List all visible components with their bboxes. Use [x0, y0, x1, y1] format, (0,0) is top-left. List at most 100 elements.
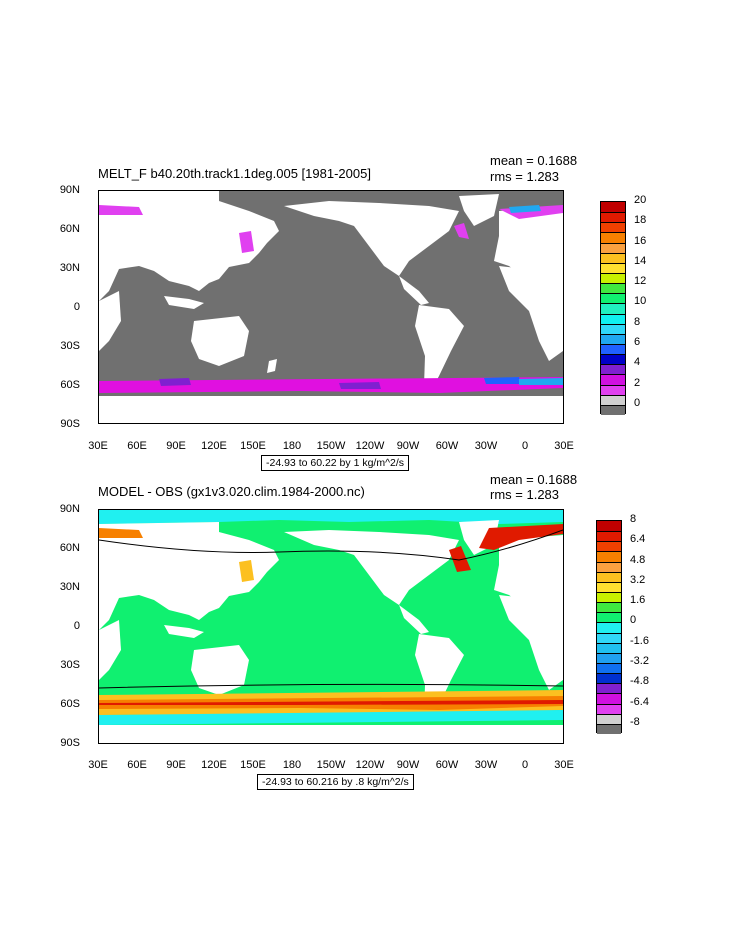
colorbar-segment: [597, 683, 621, 694]
colorbar-segment: [597, 703, 621, 714]
colorbar-label: 16: [634, 234, 647, 247]
xtick-label: 60W: [435, 759, 459, 771]
colorbar-segment: [601, 354, 625, 365]
ytick-label: 60S: [60, 379, 80, 391]
colorbar-segment: [597, 693, 621, 704]
xtick-label: 90E: [166, 440, 186, 452]
colorbar-segment: [601, 404, 625, 415]
colorbar-segment: [597, 551, 621, 562]
ytick-label: 90S: [60, 737, 80, 749]
ytick-label: 30S: [60, 659, 80, 671]
mean-label: mean = 0.1688: [490, 153, 578, 168]
xtick-label: 150E: [240, 440, 266, 452]
colorbar-label: 6.4: [630, 533, 646, 546]
colorbar-label: 0: [630, 614, 637, 627]
colorbar-label: 8: [630, 513, 637, 525]
colorbar-segment: [601, 272, 625, 284]
colorbar-segment: [601, 222, 625, 233]
xtick-label: 90E: [166, 759, 186, 771]
colorbar-label: 10: [634, 295, 647, 308]
colorbar-segment: [597, 723, 621, 734]
world-map: [99, 191, 563, 423]
colorbar-segment: [601, 323, 625, 334]
colorbar-label: 2: [634, 376, 641, 389]
colorbar-segment: [597, 541, 621, 552]
colorbar-label: -3.2: [630, 655, 649, 667]
ytick-label: 0: [73, 620, 80, 632]
colorbar-label: 4.8: [630, 553, 646, 566]
colorbar-segment: [597, 591, 621, 603]
xtick-label: 60W: [435, 440, 459, 452]
colorbar-label: 0: [634, 396, 641, 409]
colorbar-segment: [601, 242, 625, 253]
xtick-label: 120W: [355, 440, 385, 452]
colorbar-label: 6: [634, 336, 641, 348]
colorbar-segment: [601, 384, 625, 395]
colorbar-label: 8: [634, 315, 641, 328]
world-map: [99, 510, 563, 743]
colorbar-label: -1.6: [630, 634, 649, 647]
colorbar-label: 4: [634, 356, 641, 369]
colorbar-segment: [601, 283, 625, 294]
colorbar-label: 1.6: [630, 594, 646, 607]
colorbar-segment: [597, 571, 621, 582]
colorbar-segment: [597, 612, 621, 623]
xtick-label: 90W: [396, 440, 420, 452]
ytick-label: 60N: [59, 223, 80, 235]
colorbar: [596, 520, 622, 734]
rms-label: rms = 1.283: [490, 169, 560, 184]
colorbar-segment: [601, 252, 625, 263]
colorbar-label: 20: [634, 194, 647, 206]
xtick-label: 60E: [127, 759, 147, 771]
map-plot: [98, 190, 564, 424]
colorbar-label: 3.2: [630, 573, 646, 586]
colorbar-segment: [601, 343, 625, 355]
colorbar-segment: [601, 262, 625, 273]
xtick-label: 30E: [554, 759, 574, 771]
colorbar-segment: [597, 581, 621, 592]
colorbar-label: 14: [634, 254, 647, 267]
ytick-label: 90N: [59, 184, 80, 196]
ytick-label: 60S: [60, 698, 80, 710]
colorbar-segment: [597, 622, 621, 633]
colorbar-segment: [601, 313, 625, 324]
colorbar-segment: [601, 232, 625, 243]
xtick-label: 30W: [474, 759, 498, 771]
map-plot: [98, 509, 564, 744]
colorbar-label: -8: [630, 715, 640, 728]
colorbar-segment: [601, 374, 625, 385]
ytick-label: 30N: [59, 262, 80, 274]
colorbar-label: -4.8: [630, 675, 649, 688]
panel-title: MELT_F b40.20th.track1.1deg.005 [1981-20…: [98, 166, 371, 181]
colorbar-label: 12: [634, 275, 647, 288]
ytick-label: 60N: [59, 542, 80, 554]
colorbar-segment: [601, 202, 625, 213]
xtick-label: 180: [282, 440, 302, 452]
xtick-label: 0: [521, 440, 529, 452]
panel-melt-f: MELT_F b40.20th.track1.1deg.005 [1981-20…: [0, 0, 733, 471]
colorbar-segment: [597, 632, 621, 643]
colorbar-segment: [597, 642, 621, 653]
colorbar-label: -6.4: [630, 695, 649, 708]
colorbar-segment: [601, 212, 625, 223]
colorbar-segment: [597, 662, 621, 674]
colorbar-segment: [601, 394, 625, 405]
colorbar-segment: [597, 561, 621, 572]
panel-title: MODEL - OBS (gx1v3.020.clim.1984-2000.nc…: [98, 484, 365, 499]
xtick-label: 150W: [316, 759, 346, 771]
contour-range-label: -24.93 to 60.216 by .8 kg/m^2/s: [257, 774, 414, 790]
ytick-label: 90N: [59, 503, 80, 515]
xtick-label: 150E: [240, 759, 266, 771]
colorbar-segment: [597, 521, 621, 532]
ytick-label: 0: [73, 301, 80, 313]
xtick-label: 90W: [396, 759, 420, 771]
colorbar-segment: [597, 713, 621, 724]
xtick-label: 120E: [201, 440, 227, 452]
ytick-label: 90S: [60, 418, 80, 430]
xtick-label: 30W: [474, 440, 498, 452]
xtick-label: 30E: [554, 440, 574, 452]
colorbar-segment: [601, 293, 625, 304]
xtick-label: 30E: [88, 759, 108, 771]
colorbar-segment: [597, 673, 621, 684]
